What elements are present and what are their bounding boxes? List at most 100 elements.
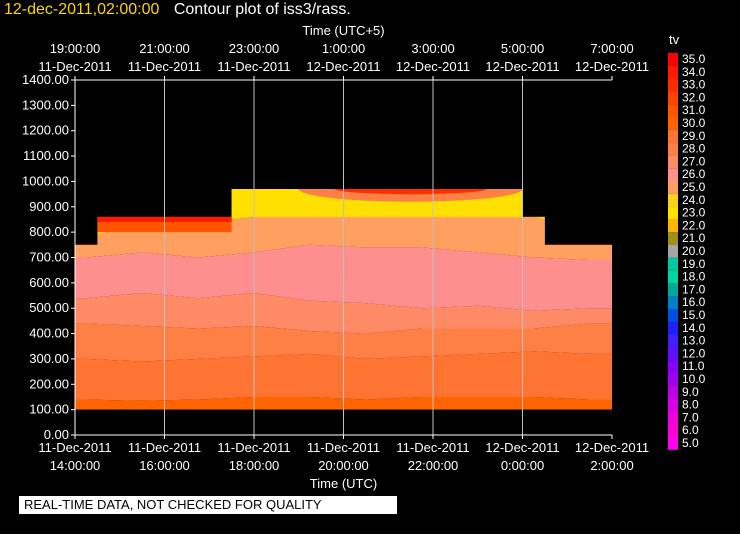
colorbar-swatch (668, 104, 678, 117)
colorbar-swatch (668, 65, 678, 79)
x-tick-date: 12-Dec-2011 (575, 440, 649, 455)
colorbar-level-label: 25.0 (682, 180, 706, 194)
colorbar-swatch (668, 385, 678, 399)
band-28 (75, 323, 612, 362)
colorbar-level-label: 5.0 (682, 436, 699, 450)
y-tick-label: 1100.00 (23, 148, 69, 163)
y-tick-label: 400.00 (29, 326, 69, 341)
colorbar-level-label: 23.0 (682, 206, 706, 220)
x-tick-time: 0:00:00 (501, 458, 544, 473)
colorbar-level-label: 17.0 (682, 282, 706, 296)
top-axis-label: Time (UTC+5) (302, 23, 384, 38)
colorbar-swatch (668, 181, 678, 194)
colorbar-level-label: 21.0 (682, 231, 706, 245)
top-tick-date: 11-Dec-2011 (217, 59, 290, 74)
y-tick-label: 1000.00 (22, 173, 69, 188)
y-tick-label: 1300.00 (22, 97, 69, 112)
colorbar-swatch (668, 168, 678, 181)
colorbar-level-label: 18.0 (682, 270, 706, 284)
y-tick-label: 0.00 (44, 427, 69, 442)
x-tick-time: 20:00:00 (318, 458, 369, 473)
contour-fill-layer (75, 189, 612, 410)
y-tick-label: 800.00 (29, 224, 69, 239)
colorbar-level-label: 22.0 (682, 218, 706, 232)
x-tick-time: 14:00:00 (50, 458, 101, 473)
colorbar-swatch (668, 373, 678, 386)
colorbar-swatch (668, 206, 678, 220)
top-tick-date: 12-Dec-2011 (575, 59, 649, 74)
y-tick-label: 700.00 (29, 250, 69, 265)
colorbar-level-label: 31.0 (682, 103, 706, 117)
colorbar-swatch (668, 117, 678, 130)
top-tick-time: 23:00:00 (229, 41, 280, 56)
colorbar-swatch (668, 219, 678, 233)
colorbar-level-label: 19.0 (682, 257, 706, 271)
colorbar-level-label: 10.0 (682, 372, 706, 386)
bottom-axis-label: Time (UTC) (310, 476, 377, 491)
colorbar-swatch (668, 245, 678, 258)
top-tick-date: 11-Dec-2011 (128, 59, 201, 74)
colorbar-level-label: 11.0 (682, 359, 705, 373)
colorbar-swatch (668, 78, 678, 92)
colorbar-level-label: 33.0 (682, 78, 706, 92)
y-tick-label: 600.00 (29, 275, 69, 290)
y-tick-label: 100.00 (29, 402, 69, 417)
top-tick-date: 12-Dec-2011 (306, 59, 380, 74)
x-tick-date: 11-Dec-2011 (396, 440, 469, 455)
y-tick-label: 1200.00 (22, 123, 69, 138)
gridline-layer (164, 80, 523, 435)
y-tick-label: 900.00 (29, 199, 69, 214)
colorbar-level-label: 9.0 (682, 385, 699, 399)
colorbar-level-label: 8.0 (682, 398, 699, 412)
colorbar-level-label: 15.0 (682, 308, 706, 322)
x-tick-date: 11-Dec-2011 (307, 440, 380, 455)
colorbar-level-label: 29.0 (682, 129, 706, 143)
top-tick-date: 12-Dec-2011 (396, 59, 470, 74)
colorbar-level-label: 34.0 (682, 65, 706, 79)
y-tick-label: 200.00 (29, 376, 69, 391)
y-tick-label: 500.00 (29, 300, 69, 315)
y-tick-label: 300.00 (29, 351, 69, 366)
contour-bands (75, 189, 612, 410)
colorbar-level-label: 13.0 (682, 334, 706, 348)
colorbar-swatch (668, 334, 678, 348)
colorbar-level-label: 30.0 (682, 116, 706, 130)
top-tick-time: 1:00:00 (322, 41, 365, 56)
title-bar: 12-dec-2011,02:00:00 Contour plot of iss… (4, 1, 351, 19)
colorbar-swatch (668, 193, 678, 207)
plot-timestamp: 12-dec-2011,02:00:00 (4, 1, 160, 18)
axes-layer (71, 76, 613, 439)
top-tick-time: 19:00:00 (50, 41, 101, 56)
x-tick-date: 11-Dec-2011 (128, 440, 201, 455)
colorbar-swatch (668, 347, 678, 361)
plot-title: Contour plot of iss3/rass. (173, 1, 351, 18)
band-27 (75, 293, 612, 334)
x-tick-time: 18:00:00 (229, 458, 280, 473)
colorbar-title: tv (669, 32, 680, 47)
colorbar-swatch (668, 296, 678, 309)
colorbar-swatch (668, 270, 678, 284)
colorbar-swatch (668, 411, 678, 425)
colorbar-swatch (668, 424, 678, 437)
colorbar-level-label: 27.0 (682, 154, 706, 168)
colorbar-level-label: 14.0 (682, 321, 706, 335)
colorbar-swatch (668, 437, 678, 450)
colorbar-swatch (668, 283, 678, 297)
top-tick-time: 5:00:00 (501, 41, 544, 56)
colorbar: tv35.034.033.032.031.030.029.028.027.026… (668, 32, 706, 450)
quality-notice: REAL-TIME DATA, NOT CHECKED FOR QUALITY (19, 496, 397, 514)
colorbar-level-label: 6.0 (682, 423, 699, 437)
x-tick-time: 22:00:00 (408, 458, 459, 473)
x-tick-time: 16:00:00 (139, 458, 190, 473)
top-rim-33 (334, 189, 487, 195)
colorbar-level-label: 32.0 (682, 90, 706, 104)
colorbar-level-label: 16.0 (682, 295, 706, 309)
colorbar-swatch (668, 321, 678, 335)
colorbar-level-label: 28.0 (682, 142, 706, 156)
band-29 (75, 351, 612, 401)
axis-label-layer: 0.00 100.00 200.00 300.00 400.00 500.00 600.00… (22, 23, 649, 491)
colorbar-level-label: 26.0 (682, 167, 706, 181)
top-tick-time: 3:00:00 (411, 41, 454, 56)
top-tick-date: 12-Dec-2011 (485, 59, 559, 74)
